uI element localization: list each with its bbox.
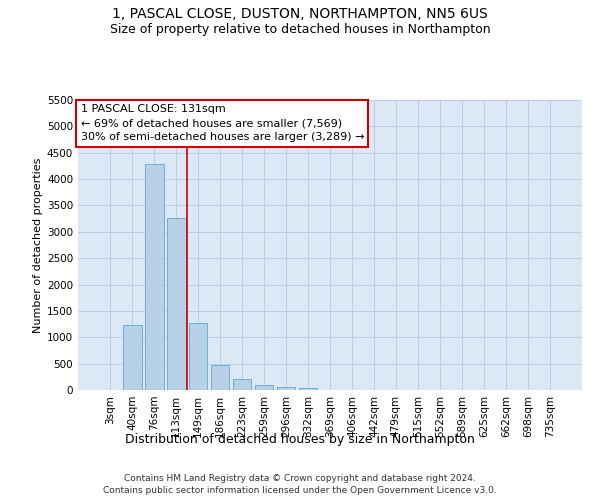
Bar (167, 218, 185, 390)
Bar (299, 388, 317, 390)
Bar (277, 387, 295, 390)
Text: 1, PASCAL CLOSE, DUSTON, NORTHAMPTON, NN5 6US: 1, PASCAL CLOSE, DUSTON, NORTHAMPTON, NN… (112, 8, 488, 22)
Bar (211, 364, 229, 390)
Bar (189, 322, 208, 390)
Bar (145, 164, 164, 390)
Text: 1 PASCAL CLOSE: 131sqm
← 69% of detached houses are smaller (7,569)
30% of semi-: 1 PASCAL CLOSE: 131sqm ← 69% of detached… (80, 104, 364, 142)
Text: Contains HM Land Registry data © Crown copyright and database right 2024.
Contai: Contains HM Land Registry data © Crown c… (103, 474, 497, 495)
Bar (255, 384, 274, 390)
Bar (123, 325, 142, 390)
Text: Distribution of detached houses by size in Northampton: Distribution of detached houses by size … (125, 432, 475, 446)
Text: Size of property relative to detached houses in Northampton: Size of property relative to detached ho… (110, 22, 490, 36)
Bar (233, 380, 251, 390)
Y-axis label: Number of detached properties: Number of detached properties (33, 158, 43, 332)
